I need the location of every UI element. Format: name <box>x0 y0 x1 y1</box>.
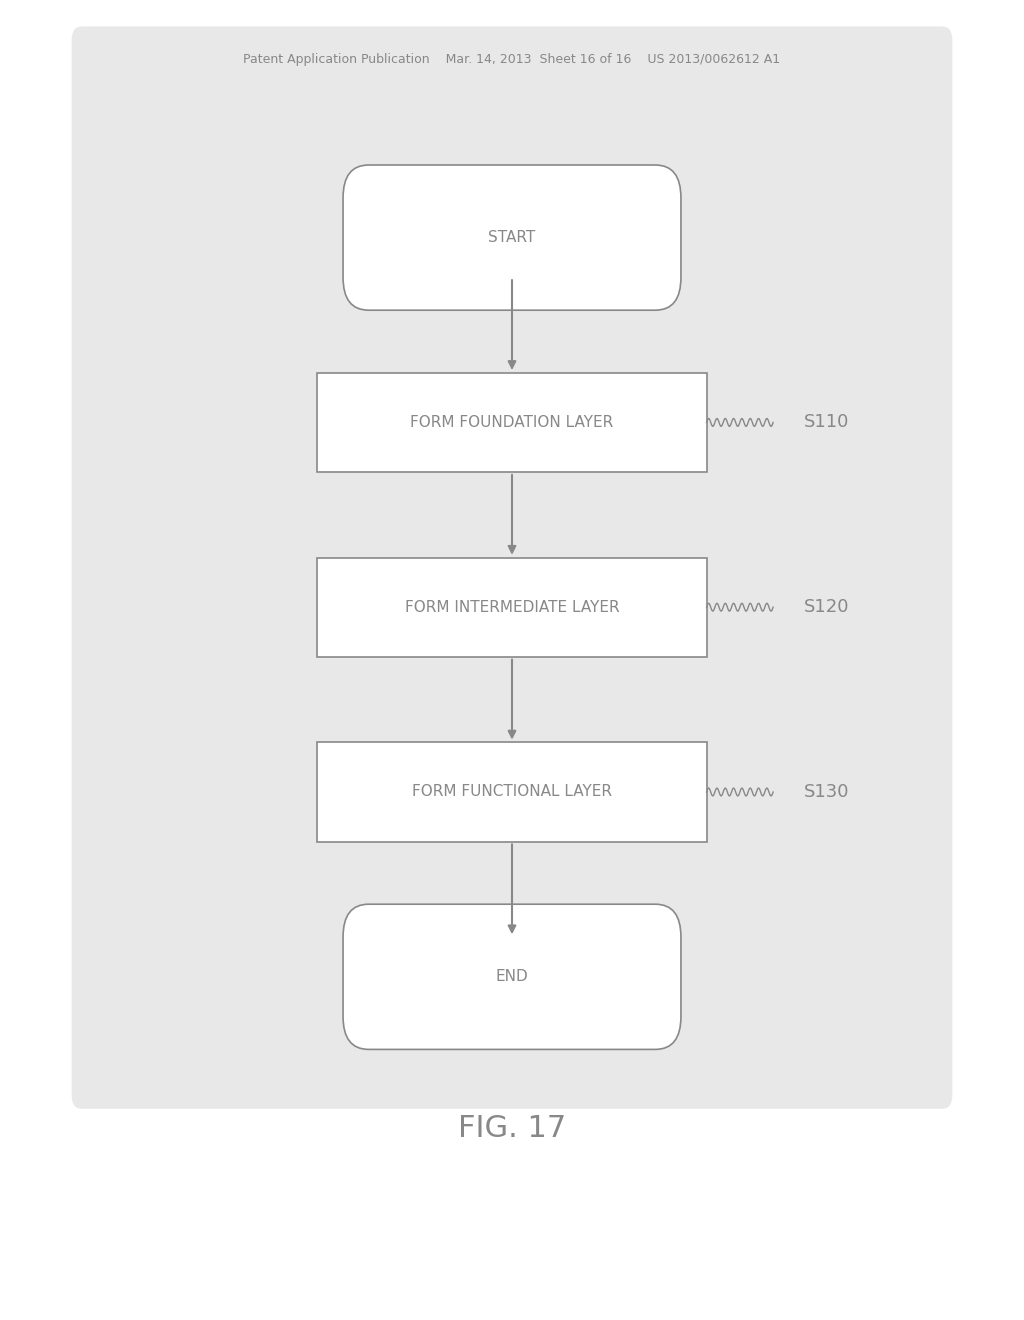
Text: S120: S120 <box>804 598 849 616</box>
FancyBboxPatch shape <box>343 165 681 310</box>
Text: FIG. 17: FIG. 17 <box>458 1114 566 1143</box>
FancyBboxPatch shape <box>317 742 707 842</box>
Text: END: END <box>496 969 528 985</box>
Text: Patent Application Publication    Mar. 14, 2013  Sheet 16 of 16    US 2013/00626: Patent Application Publication Mar. 14, … <box>244 53 780 66</box>
FancyBboxPatch shape <box>317 557 707 656</box>
FancyBboxPatch shape <box>343 904 681 1049</box>
Text: FORM INTERMEDIATE LAYER: FORM INTERMEDIATE LAYER <box>404 599 620 615</box>
Text: S110: S110 <box>804 413 849 432</box>
Text: S130: S130 <box>804 783 849 801</box>
Text: FORM FOUNDATION LAYER: FORM FOUNDATION LAYER <box>411 414 613 430</box>
FancyBboxPatch shape <box>72 26 952 1109</box>
FancyBboxPatch shape <box>317 372 707 471</box>
Text: FORM FUNCTIONAL LAYER: FORM FUNCTIONAL LAYER <box>412 784 612 800</box>
Text: START: START <box>488 230 536 246</box>
